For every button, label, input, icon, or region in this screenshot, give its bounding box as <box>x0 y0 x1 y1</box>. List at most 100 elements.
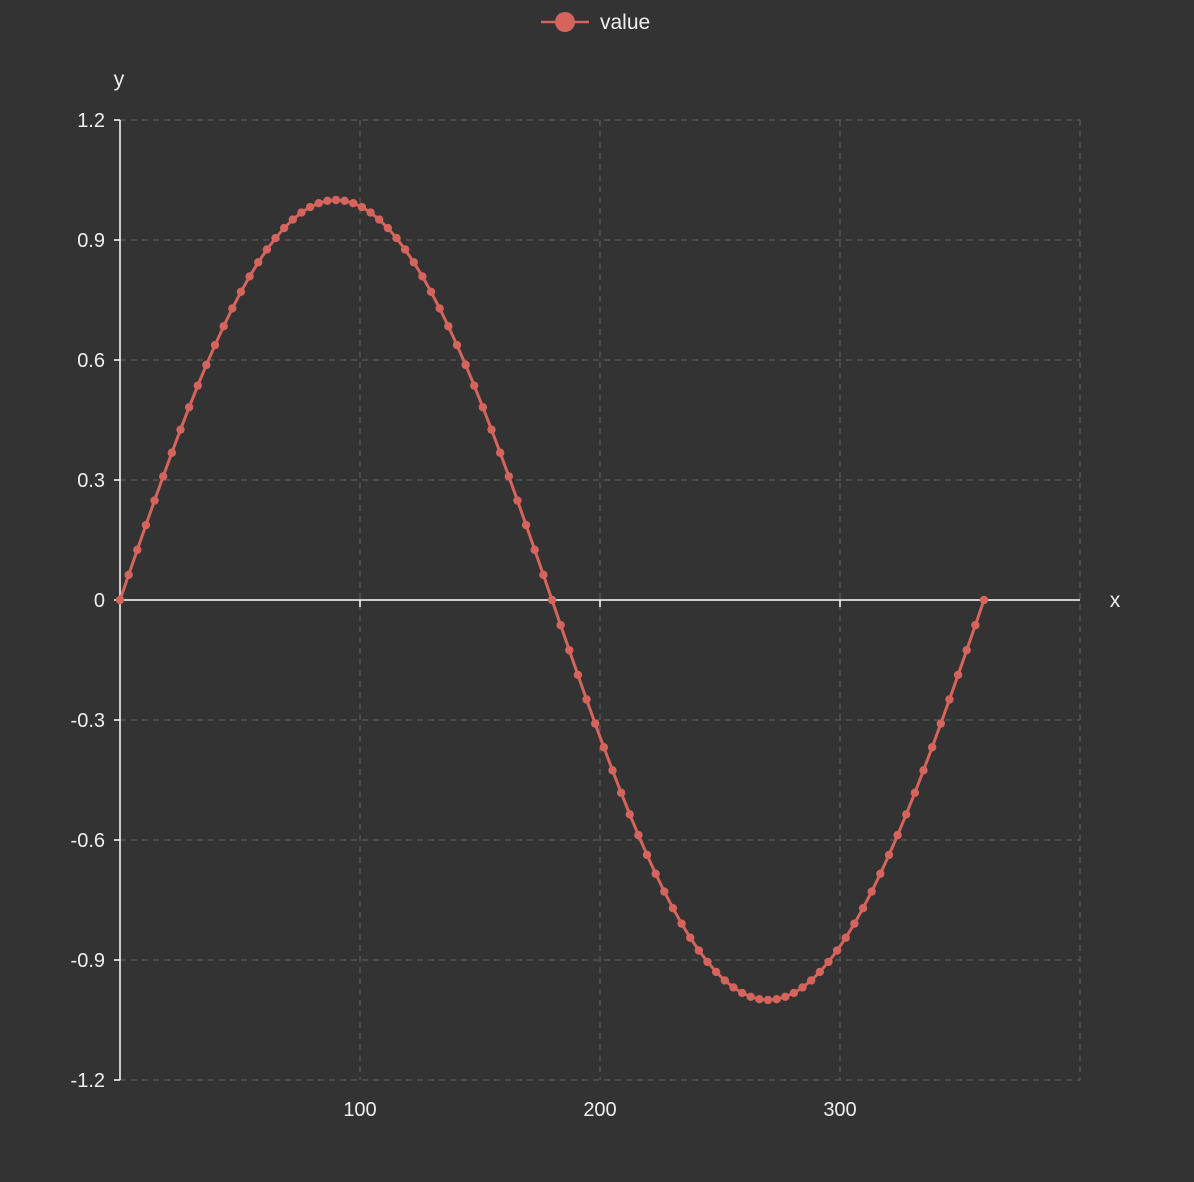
data-point[interactable] <box>824 957 833 967</box>
data-point[interactable] <box>807 976 816 985</box>
data-point[interactable] <box>539 570 548 580</box>
data-point[interactable] <box>936 719 945 728</box>
data-point[interactable] <box>746 992 755 1002</box>
data-point[interactable] <box>841 933 850 942</box>
data-point[interactable] <box>832 946 842 955</box>
data-point[interactable] <box>340 196 349 205</box>
data-point[interactable] <box>642 850 652 860</box>
data-point[interactable] <box>608 766 617 775</box>
data-point[interactable] <box>470 381 479 390</box>
data-point[interactable] <box>400 245 410 254</box>
data-point[interactable] <box>383 223 393 233</box>
data-point[interactable] <box>927 743 937 752</box>
data-point[interactable] <box>331 195 341 205</box>
data-point[interactable] <box>375 215 384 224</box>
data-point[interactable] <box>409 258 418 267</box>
data-point[interactable] <box>487 425 496 434</box>
data-point[interactable] <box>245 272 254 281</box>
data-point[interactable] <box>426 287 436 296</box>
data-point[interactable] <box>660 887 669 896</box>
data-point[interactable] <box>504 472 513 481</box>
data-point[interactable] <box>962 645 971 655</box>
data-point[interactable] <box>953 670 963 680</box>
data-point[interactable] <box>461 360 470 370</box>
data-point[interactable] <box>392 233 401 243</box>
data-point[interactable] <box>435 304 444 313</box>
data-point[interactable] <box>115 595 125 605</box>
data-point[interactable] <box>781 992 790 1002</box>
data-point[interactable] <box>755 995 764 1004</box>
data-point[interactable] <box>176 425 185 434</box>
data-point[interactable] <box>711 967 721 977</box>
data-point[interactable] <box>349 198 358 208</box>
chart-legend[interactable]: value <box>541 11 650 34</box>
data-point[interactable] <box>763 995 773 1005</box>
data-point[interactable] <box>357 202 367 212</box>
data-point[interactable] <box>798 983 807 992</box>
data-point[interactable] <box>288 215 297 224</box>
data-point[interactable] <box>971 620 980 630</box>
data-point[interactable] <box>418 272 427 281</box>
data-point[interactable] <box>815 967 825 977</box>
data-point[interactable] <box>547 595 557 605</box>
data-point[interactable] <box>694 946 704 955</box>
data-point[interactable] <box>737 988 747 998</box>
data-point[interactable] <box>893 830 902 840</box>
data-point[interactable] <box>452 340 462 350</box>
data-point[interactable] <box>513 496 522 505</box>
data-point[interactable] <box>271 233 280 243</box>
data-point[interactable] <box>305 202 315 212</box>
data-point[interactable] <box>858 904 868 913</box>
data-point[interactable] <box>219 322 228 331</box>
data-point[interactable] <box>884 850 894 860</box>
data-point[interactable] <box>495 448 505 457</box>
data-point[interactable] <box>314 198 323 208</box>
data-point[interactable] <box>236 287 246 296</box>
data-point[interactable] <box>521 520 531 530</box>
data-point[interactable] <box>720 976 729 985</box>
data-point[interactable] <box>582 695 591 704</box>
data-point[interactable] <box>124 570 133 580</box>
data-point[interactable] <box>150 496 159 505</box>
data-point[interactable] <box>625 810 634 819</box>
data-point[interactable] <box>772 995 781 1004</box>
data-point[interactable] <box>979 595 989 605</box>
data-point[interactable] <box>202 360 211 370</box>
data-point[interactable] <box>193 381 202 390</box>
data-point[interactable] <box>478 403 488 412</box>
data-point[interactable] <box>910 788 920 797</box>
data-point[interactable] <box>279 223 289 233</box>
data-point[interactable] <box>616 788 626 797</box>
data-point[interactable] <box>141 520 151 530</box>
data-point[interactable] <box>366 208 375 217</box>
data-point[interactable] <box>133 545 142 555</box>
data-point[interactable] <box>444 322 453 331</box>
data-point[interactable] <box>210 340 220 350</box>
data-point[interactable] <box>591 719 600 728</box>
data-point[interactable] <box>167 448 177 457</box>
data-point[interactable] <box>668 904 678 913</box>
data-point[interactable] <box>556 620 565 630</box>
data-point[interactable] <box>677 919 686 928</box>
data-point[interactable] <box>902 810 911 819</box>
data-point[interactable] <box>945 695 954 704</box>
data-point[interactable] <box>919 766 928 775</box>
data-point[interactable] <box>228 304 237 313</box>
data-point[interactable] <box>789 988 799 998</box>
data-point[interactable] <box>729 983 738 992</box>
data-point[interactable] <box>634 830 643 840</box>
data-point[interactable] <box>297 208 306 217</box>
data-point[interactable] <box>599 743 609 752</box>
data-point[interactable] <box>573 670 583 680</box>
data-point[interactable] <box>323 196 332 205</box>
data-point[interactable] <box>565 645 574 655</box>
data-point[interactable] <box>850 919 859 928</box>
data-point[interactable] <box>651 869 660 878</box>
data-point[interactable] <box>867 887 876 896</box>
data-point[interactable] <box>184 403 194 412</box>
data-point[interactable] <box>686 933 695 942</box>
data-point[interactable] <box>262 245 272 254</box>
data-point[interactable] <box>254 258 263 267</box>
data-point[interactable] <box>703 957 712 967</box>
data-point[interactable] <box>530 545 539 555</box>
